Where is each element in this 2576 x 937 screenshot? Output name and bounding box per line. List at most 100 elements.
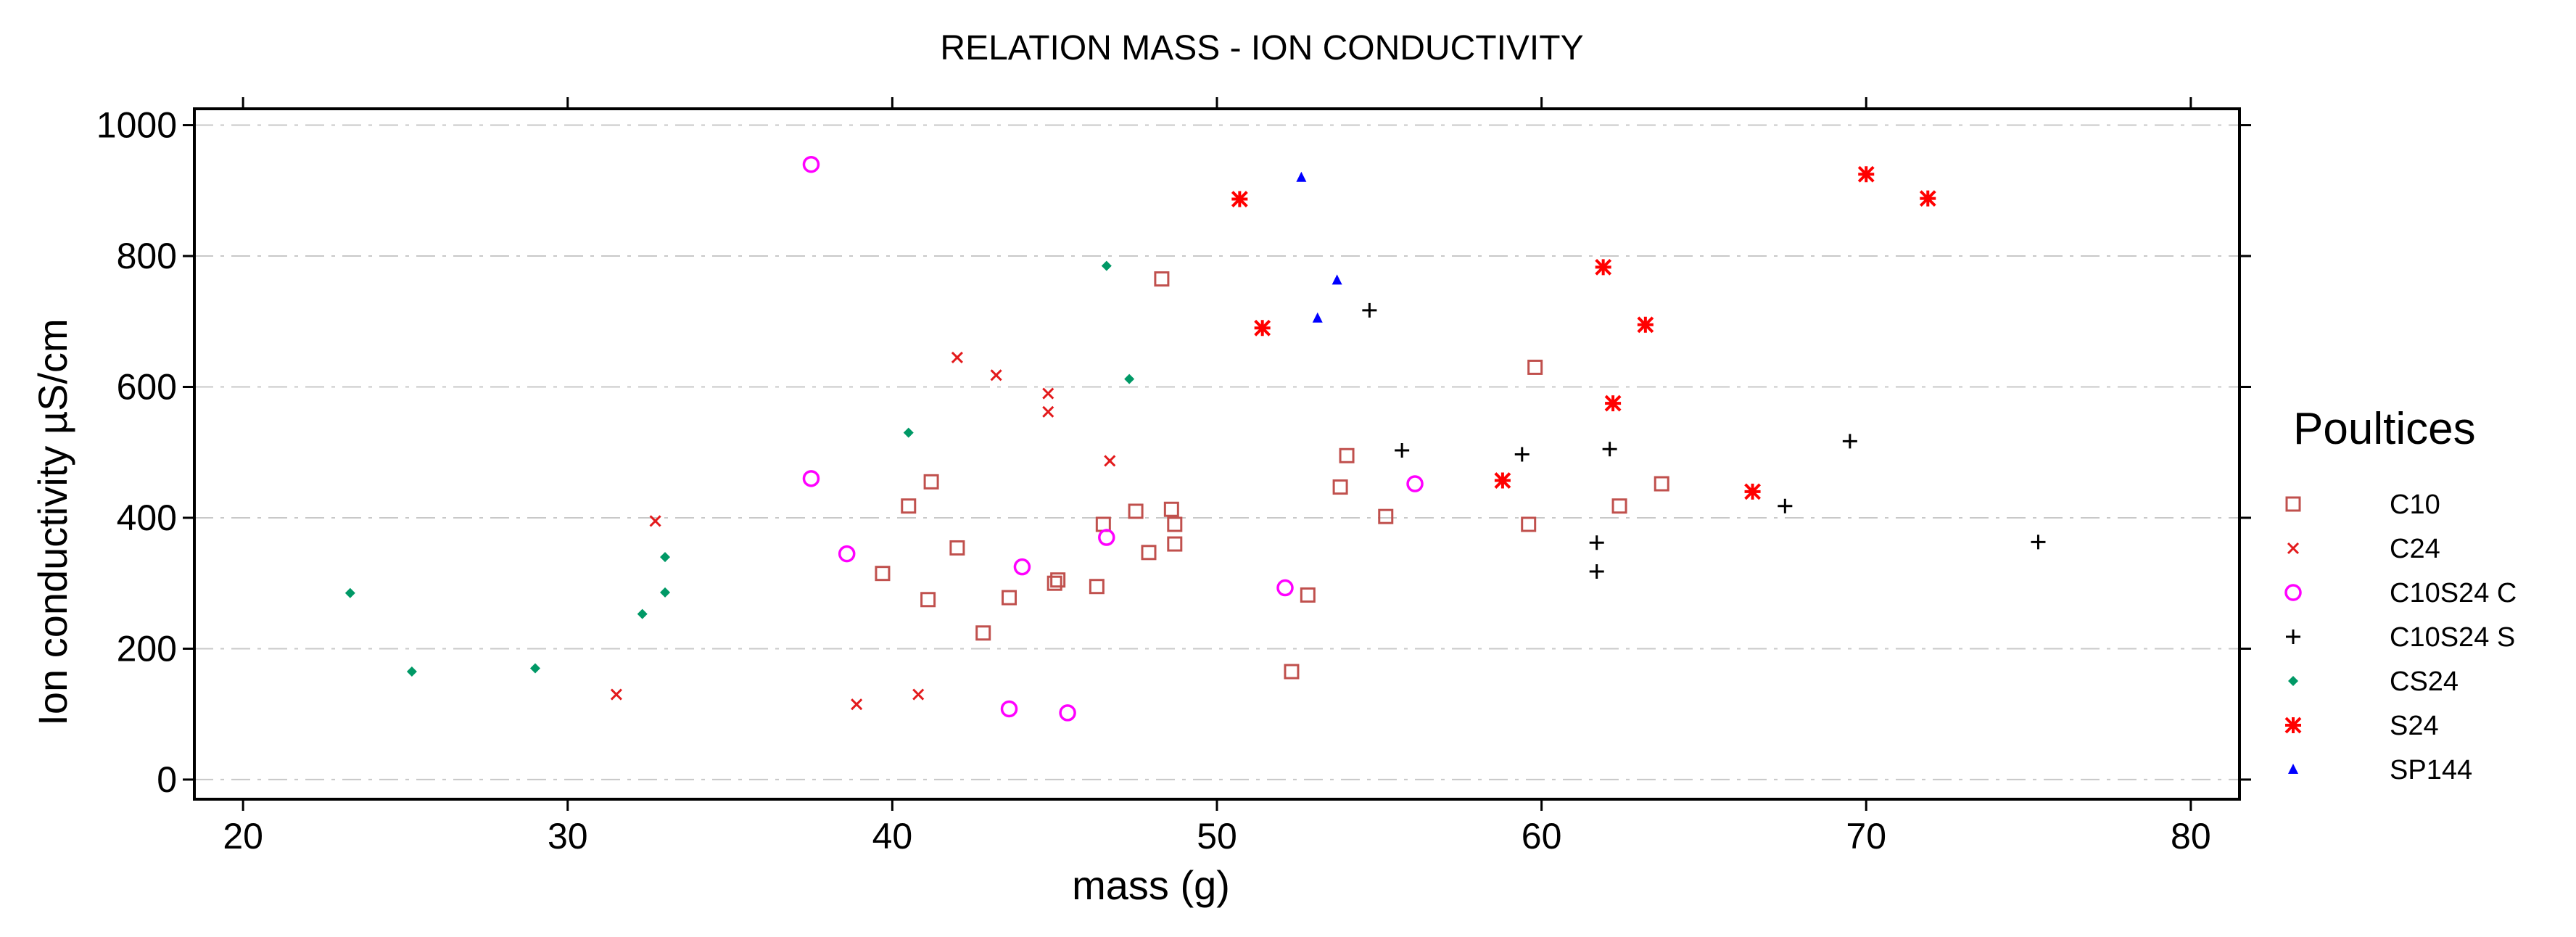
point-cs24 [637, 608, 648, 619]
point-sp144 [1312, 312, 1323, 323]
point-c10 [1332, 479, 1348, 495]
point-c10s24-c [1000, 700, 1018, 718]
x-tick-label: 40 [872, 816, 913, 856]
point-s24 [1595, 258, 1612, 276]
point-c10s24-c [838, 545, 856, 563]
point-sp144 [1296, 171, 1307, 182]
point-c10 [1154, 271, 1170, 287]
point-c10 [1046, 575, 1062, 591]
point-c24 [610, 688, 622, 701]
point-c10s24-s [1842, 434, 1857, 449]
point-c10 [1611, 498, 1627, 514]
y-tick-label: 0 [157, 759, 177, 800]
point-s24 [1744, 483, 1761, 500]
point-c10 [901, 498, 917, 514]
point-c24 [1042, 387, 1054, 400]
point-s24 [1857, 165, 1875, 183]
legend-marker-cs24 [2288, 676, 2298, 686]
point-c10s24-c [802, 470, 820, 487]
point-c10s24-s [2031, 534, 2046, 550]
point-s24 [1637, 316, 1654, 334]
point-c10 [1284, 664, 1300, 680]
x-tick-label: 60 [1522, 816, 1562, 856]
point-c10 [875, 566, 891, 582]
point-c10 [1141, 545, 1157, 561]
point-c10 [1050, 572, 1066, 588]
point-c10 [923, 474, 939, 490]
plot-area-frame [193, 107, 2241, 801]
point-cs24 [660, 552, 671, 563]
legend-label-sp144: SP144 [2390, 755, 2472, 785]
point-c10s24-s [1395, 443, 1410, 458]
gridlines [194, 124, 2239, 780]
point-c10s24-c [1098, 529, 1115, 546]
point-cs24 [1101, 260, 1112, 271]
point-c24 [1104, 455, 1116, 467]
point-c10s24-c [1276, 579, 1294, 597]
x-axis-label: mass (g) [1072, 862, 1230, 908]
chart-title: RELATION MASS - ION CONDUCTIVITY [940, 29, 1583, 67]
x-tick-label: 20 [223, 816, 263, 856]
point-c10 [1527, 359, 1543, 375]
point-c10s24-s [1362, 302, 1377, 318]
point-c10 [1654, 476, 1669, 492]
point-c10 [1128, 503, 1144, 519]
legend-title: Poultices [2293, 404, 2476, 454]
legend-label-c10: C10 [2390, 490, 2440, 520]
point-c10s24-c [1013, 558, 1031, 576]
legend-marker-sp144 [2288, 764, 2298, 774]
legend-marker-s24 [2284, 717, 2302, 734]
legend-label-c10s24-s: C10S24 S [2390, 622, 2515, 653]
point-c10s24-c [802, 155, 820, 173]
point-c10 [1339, 447, 1355, 463]
x-tick-label: 50 [1197, 816, 1237, 856]
x-tick-label: 80 [2171, 816, 2211, 856]
point-cs24 [406, 666, 417, 677]
point-c10 [1163, 501, 1179, 517]
y-tick-label: 600 [117, 367, 177, 408]
point-c10s24-c [1406, 475, 1424, 492]
y-tick-label: 200 [117, 628, 177, 669]
point-c10 [1378, 508, 1394, 524]
y-axis-label: Ion conductivity µS/cm [30, 318, 75, 725]
point-c10 [949, 540, 965, 556]
x-tick-label: 70 [1846, 816, 1886, 856]
point-c10s24-s [1589, 535, 1604, 550]
point-cs24 [903, 427, 914, 438]
point-c10 [1167, 536, 1183, 552]
legend-marker-c10s24-c [2284, 584, 2302, 601]
axis-ticks: 0 200 400 600 800 1000 20 30 40 50 60 70 80 [96, 97, 2251, 856]
point-cs24 [530, 663, 540, 674]
point-c10s24-c [1059, 704, 1076, 722]
legend-marker-c10s24-s [2286, 630, 2300, 644]
data-points [344, 155, 2046, 722]
point-c10s24-s [1514, 447, 1530, 462]
point-c24 [990, 369, 1002, 381]
point-c24 [851, 698, 863, 711]
point-s24 [1231, 191, 1248, 207]
point-c10 [1002, 590, 1017, 606]
point-c10s24-s [1589, 564, 1604, 579]
point-c10 [1095, 516, 1111, 532]
point-c10 [975, 625, 991, 641]
point-c10 [1300, 587, 1316, 603]
point-c24 [912, 688, 925, 701]
point-c10 [1521, 516, 1537, 532]
point-s24 [1919, 190, 1936, 207]
legend-label-cs24: CS24 [2390, 666, 2459, 697]
point-c10s24-s [1602, 442, 1617, 457]
legend-marker-c10 [2285, 496, 2301, 512]
y-tick-label: 1000 [96, 105, 177, 146]
x-tick-label: 30 [548, 816, 588, 856]
point-c24 [1042, 405, 1054, 418]
point-c24 [649, 515, 661, 527]
legend-label-s24: S24 [2390, 711, 2439, 741]
point-c24 [951, 351, 963, 363]
point-s24 [1494, 472, 1511, 489]
point-c10 [1167, 516, 1183, 532]
legend-label-c24: C24 [2390, 534, 2440, 564]
legend-marker-c24 [2287, 542, 2300, 555]
point-cs24 [660, 587, 671, 598]
y-tick-label: 800 [117, 236, 177, 276]
